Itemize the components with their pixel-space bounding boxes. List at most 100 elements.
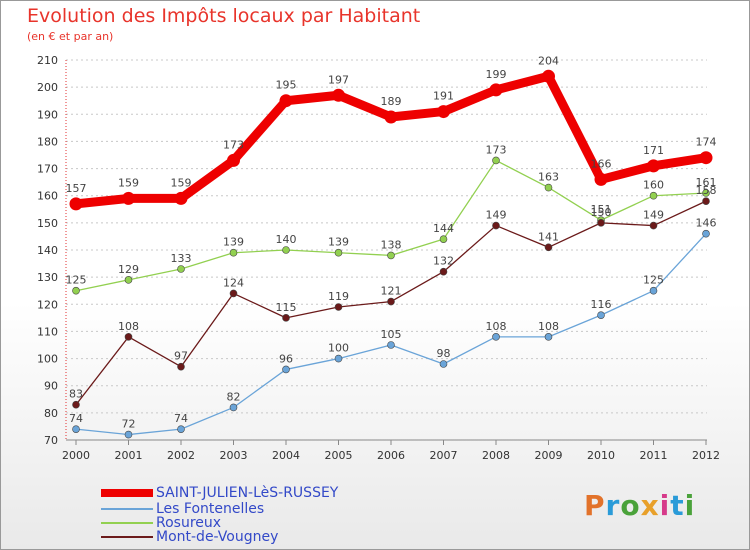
x-tick-label: 2008 (482, 449, 510, 462)
data-label-mont-de-vougney: 149 (643, 209, 664, 222)
data-label-mont-de-vougney: 141 (538, 230, 559, 243)
data-label-les-fontenelles: 96 (279, 352, 293, 365)
data-point-mont-de-vougney (387, 297, 395, 306)
y-tick-label: 180 (37, 135, 58, 148)
legend-swatch-rosureux (101, 522, 153, 524)
data-point-les-fontenelles (72, 425, 80, 433)
chart-subtitle: (en € et par an) (27, 30, 114, 43)
data-label-mont-de-vougney: 83 (69, 388, 83, 401)
legend-item-rosureux: Rosureux (101, 515, 221, 531)
data-point-mont-de-vougney (229, 289, 238, 298)
data-point-rosureux (177, 265, 185, 273)
x-tick-label: 2012 (692, 449, 720, 462)
logo-letter: t (670, 489, 685, 522)
data-point-les-fontenelles (439, 360, 448, 368)
data-label-mont-de-vougney: 108 (118, 320, 139, 333)
data-label-saint-julien-l-s-russey: 199 (486, 68, 507, 81)
chart-title: Evolution des Impôts locaux par Habitant (27, 5, 421, 27)
data-point-rosureux (72, 286, 80, 295)
data-point-mont-de-vougney (439, 267, 448, 276)
data-label-les-fontenelles: 116 (591, 298, 612, 311)
data-point-saint-julien-l-s-russey (69, 197, 83, 211)
y-tick-label: 140 (37, 244, 58, 257)
data-point-saint-julien-l-s-russey (332, 88, 345, 102)
data-label-rosureux: 140 (276, 233, 297, 246)
x-tick-label: 2000 (62, 449, 90, 462)
data-point-les-fontenelles (282, 365, 290, 374)
data-label-mont-de-vougney: 119 (328, 290, 349, 303)
logo-letter: x (640, 489, 660, 522)
data-label-saint-julien-l-s-russey: 195 (276, 79, 297, 92)
data-label-rosureux: 133 (171, 252, 192, 265)
data-point-mont-de-vougney (492, 221, 500, 230)
x-tick-label: 2011 (640, 449, 668, 462)
x-tick-label: 2009 (535, 449, 563, 462)
data-point-rosureux (649, 191, 658, 200)
data-label-les-fontenelles: 98 (437, 347, 451, 360)
data-point-saint-julien-l-s-russey (384, 110, 398, 124)
data-label-les-fontenelles: 82 (227, 390, 241, 403)
legend-label-mont-de-vougney: Mont-de-Vougney (156, 529, 279, 545)
data-point-saint-julien-l-s-russey (174, 191, 188, 205)
y-tick-label: 200 (37, 81, 58, 94)
data-label-rosureux: 139 (328, 236, 349, 249)
data-point-rosureux (334, 248, 343, 257)
legend-item-mont-de-vougney: Mont-de-Vougney (101, 529, 278, 545)
x-tick-label: 2006 (377, 449, 405, 462)
data-label-rosureux: 163 (538, 171, 559, 184)
data-point-rosureux (544, 183, 553, 192)
data-label-saint-julien-l-s-russey: 171 (643, 144, 664, 157)
data-label-saint-julien-l-s-russey: 159 (118, 176, 139, 189)
data-point-saint-julien-l-s-russey (227, 153, 240, 167)
data-label-les-fontenelles: 100 (328, 342, 349, 355)
data-point-les-fontenelles (492, 333, 500, 341)
y-tick-label: 210 (37, 54, 58, 67)
data-label-rosureux: 151 (591, 203, 612, 216)
legend-item-saint-julien: SAINT-JULIEN-LèS-RUSSEY (101, 485, 338, 501)
data-point-les-fontenelles (229, 403, 238, 412)
data-point-les-fontenelles (597, 311, 605, 319)
data-label-les-fontenelles: 105 (381, 328, 402, 341)
data-point-mont-de-vougney (282, 314, 290, 322)
data-point-saint-julien-l-s-russey (542, 69, 555, 83)
y-tick-label: 130 (37, 271, 58, 284)
data-label-les-fontenelles: 146 (696, 217, 717, 230)
y-tick-label: 100 (37, 353, 58, 366)
data-label-rosureux: 129 (118, 263, 139, 276)
data-label-saint-julien-l-s-russey: 166 (591, 157, 612, 170)
data-point-saint-julien-l-s-russey (437, 105, 450, 119)
data-point-saint-julien-l-s-russey (122, 191, 135, 205)
data-point-saint-julien-l-s-russey (699, 151, 713, 165)
data-label-mont-de-vougney: 149 (486, 209, 507, 222)
y-tick-label: 160 (37, 190, 58, 203)
x-tick-label: 2003 (220, 449, 248, 462)
data-label-saint-julien-l-s-russey: 197 (328, 73, 349, 86)
data-label-les-fontenelles: 108 (486, 320, 507, 333)
legend-swatch-saint-julien (101, 489, 153, 497)
data-label-rosureux: 125 (66, 274, 87, 287)
data-label-rosureux: 144 (433, 222, 454, 235)
data-point-saint-julien-l-s-russey (279, 94, 293, 108)
data-point-les-fontenelles (702, 229, 710, 238)
data-label-rosureux: 160 (643, 179, 664, 192)
legend-label-rosureux: Rosureux (156, 515, 222, 531)
data-label-mont-de-vougney: 97 (174, 350, 188, 363)
x-tick-label: 2002 (167, 449, 195, 462)
y-tick-label: 150 (37, 217, 58, 230)
data-point-mont-de-vougney (544, 243, 553, 252)
data-point-rosureux (229, 248, 238, 257)
data-point-saint-julien-l-s-russey (647, 159, 660, 173)
legend-item-les-fontenelles: Les Fontenelles (101, 501, 264, 517)
y-tick-label: 80 (44, 407, 58, 420)
data-point-mont-de-vougney (702, 197, 710, 205)
logo-letter: r (605, 489, 621, 522)
data-point-les-fontenelles (544, 333, 553, 341)
data-point-les-fontenelles (649, 286, 658, 295)
data-label-rosureux: 161 (696, 176, 717, 189)
legend-swatch-mont-de-vougney (101, 536, 153, 538)
data-point-mont-de-vougney (649, 221, 658, 230)
legend-label-les-fontenelles: Les Fontenelles (156, 501, 265, 517)
y-tick-label: 110 (37, 325, 58, 338)
